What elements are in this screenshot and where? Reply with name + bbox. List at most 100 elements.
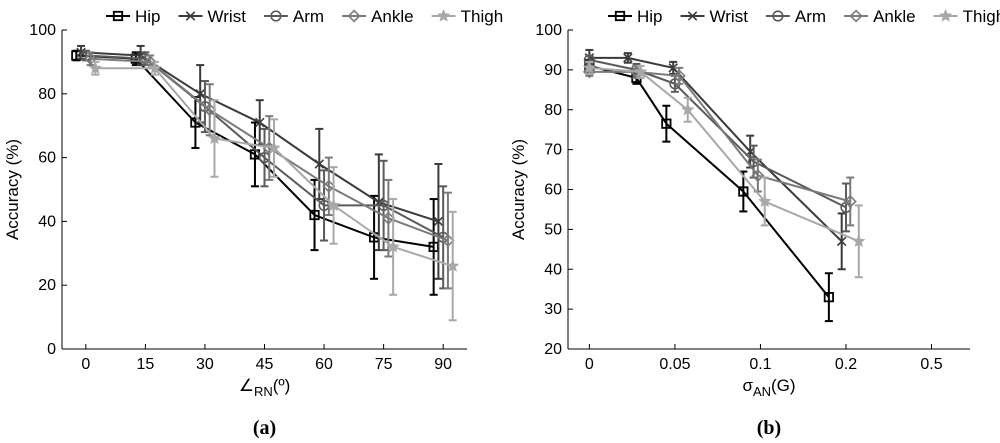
series-hip: [584, 58, 834, 323]
data-point-thigh: [634, 64, 648, 78]
legend-label: Thigh: [963, 7, 1000, 26]
series-line-ankle: [589, 70, 851, 203]
data-point-thigh: [148, 61, 162, 74]
x-tick-label: 0.1: [749, 356, 771, 373]
legend-marker: [270, 10, 282, 22]
legend-marker: [849, 9, 863, 23]
data-point-thigh: [88, 61, 103, 74]
legend-item-hip: Hip: [106, 7, 161, 26]
y-tick-label: 80: [38, 86, 56, 103]
data-point-hip: [309, 209, 320, 221]
legend-item-wrist: Wrist: [178, 7, 247, 26]
data-point-wrist: [195, 89, 205, 99]
data-point-ankle: [843, 194, 857, 208]
data-point-thigh: [386, 239, 400, 253]
legend-item-arm: Arm: [765, 7, 826, 26]
legend-item-ankle: Ankle: [844, 7, 916, 26]
y-tick-label: 40: [38, 213, 56, 230]
x-axis-label-sub: AN: [753, 384, 771, 399]
legend-marker: [614, 10, 626, 22]
legend-label: Ankle: [873, 7, 916, 26]
legend-label: Wrist: [710, 7, 749, 26]
data-point-ankle: [203, 103, 217, 117]
data-point-wrist: [623, 53, 633, 63]
x-tick-label: 45: [256, 356, 274, 373]
legend-marker: [687, 11, 698, 21]
series-line-wrist: [589, 56, 843, 243]
y-tick-label: 100: [535, 22, 562, 39]
data-point-hip: [738, 186, 749, 197]
y-tick-label: 40: [544, 261, 562, 278]
x-tick-label: 0: [585, 356, 594, 373]
y-axis-label: Accuracy (%): [3, 139, 22, 240]
y-tick-label: 60: [544, 182, 562, 199]
data-point-ankle: [381, 211, 395, 225]
chart-a: 0 20 40 60 80 100 0 15 30 45 60 75 90 Accuracy (%) ∠RN…: [3, 7, 503, 439]
data-point-wrist: [76, 47, 86, 58]
legend-marker: [938, 9, 953, 22]
series-line-thigh: [589, 66, 860, 243]
data-point-hip: [823, 292, 834, 303]
y-tick-label: 20: [544, 341, 562, 358]
x-tick-label: 60: [315, 356, 333, 373]
data-point-thigh: [582, 60, 597, 74]
series-wrist: [76, 44, 444, 280]
data-point-ankle: [672, 69, 686, 83]
x-tick-label: 15: [136, 356, 154, 373]
y-tick-label: 0: [47, 341, 56, 358]
legend-marker: [436, 9, 451, 22]
legend-item-ankle: Ankle: [342, 7, 414, 26]
y-tick-label: 90: [544, 62, 562, 79]
y-tick-label: 60: [38, 150, 56, 167]
x-axis-label-sub: RN: [254, 384, 273, 399]
legend-label: Arm: [795, 7, 826, 26]
x-tick-label: 90: [434, 356, 452, 373]
legend-marker: [772, 10, 784, 22]
x-axis-label-main: ∠: [239, 376, 254, 395]
x-axis-label: σAN(G): [742, 376, 795, 399]
x-tick-label: 30: [196, 356, 214, 373]
y-tick-label: 70: [544, 142, 562, 159]
legend-item-thigh: Thigh: [933, 7, 1000, 26]
data-point-wrist: [314, 159, 325, 169]
series-line-arm: [589, 58, 847, 209]
x-axis-label-main: σ: [742, 376, 753, 395]
data-point-thigh: [446, 259, 460, 272]
legend-label: Hip: [637, 7, 663, 26]
x-tick-label: 0.05: [659, 356, 690, 373]
legend: Hip Wrist Arm Ankle Thigh: [608, 7, 1000, 26]
legend-label: Thigh: [461, 7, 504, 26]
data-point-thigh: [852, 234, 866, 247]
data-point-thigh: [267, 140, 281, 154]
x-tick-label: 0.5: [920, 356, 942, 373]
data-point-wrist: [668, 63, 678, 73]
x-axis-label-suffix: (º): [273, 376, 291, 395]
data-point-thigh: [758, 194, 772, 208]
data-point-ankle: [582, 65, 596, 79]
legend: Hip Wrist Arm Ankle Thigh: [106, 7, 503, 26]
legend-item-arm: Arm: [263, 7, 324, 26]
series-thigh: [88, 60, 460, 322]
series-arm: [583, 54, 852, 233]
legend-label: Hip: [135, 7, 161, 26]
data-point-thigh: [326, 198, 341, 212]
x-axis-label-suffix: (G): [771, 376, 796, 395]
y-tick-label: 50: [544, 221, 562, 238]
data-point-ankle: [441, 234, 455, 248]
x-tick-label: 75: [375, 356, 393, 373]
legend-label: Wrist: [208, 7, 247, 26]
data-point-ankle: [84, 52, 98, 66]
data-point-thigh: [681, 102, 695, 116]
y-tick-label: 30: [544, 301, 562, 318]
data-point-hip: [661, 118, 672, 129]
y-tick-label: 20: [38, 277, 56, 294]
data-point-wrist: [254, 117, 265, 128]
x-tick-label: 0: [81, 356, 90, 373]
panel-label: (b): [757, 417, 781, 439]
series-thigh: [582, 60, 866, 279]
series-wrist: [584, 48, 847, 271]
y-tick-label: 100: [29, 22, 56, 39]
legend-label: Ankle: [371, 7, 414, 26]
legend-marker: [112, 10, 124, 22]
